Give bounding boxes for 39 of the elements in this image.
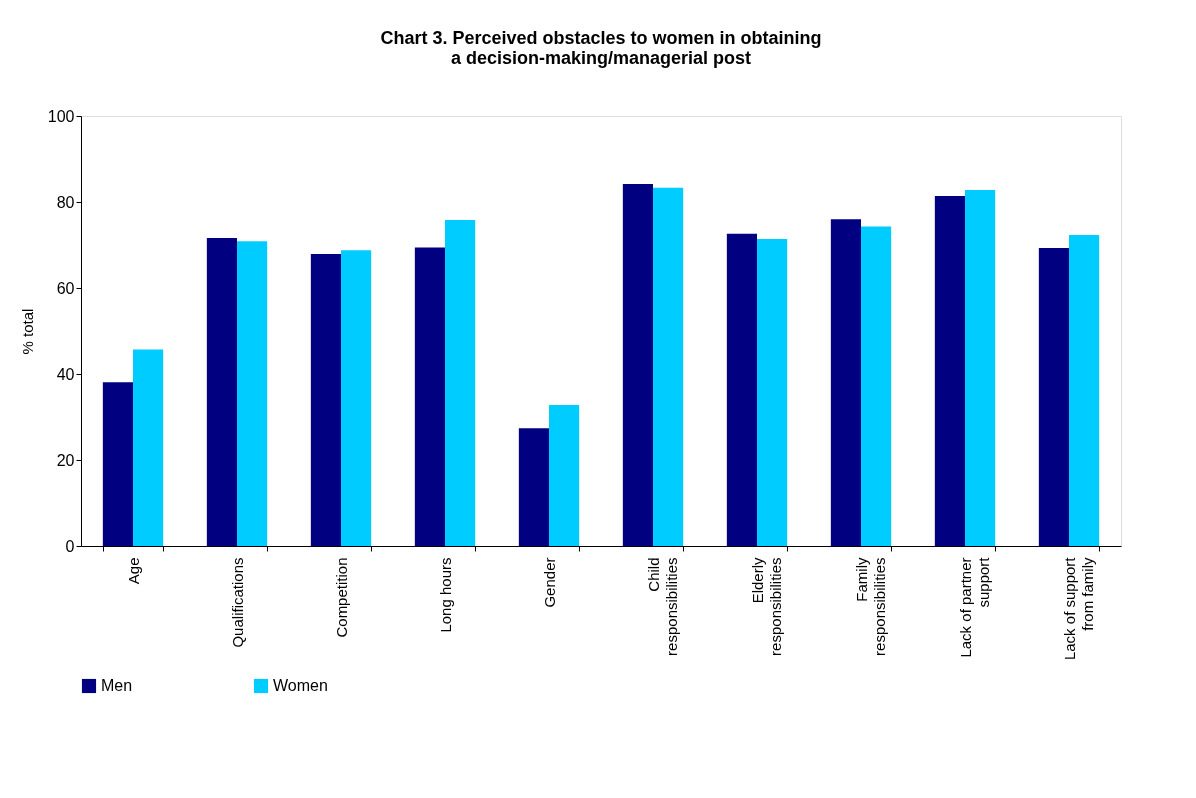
x-tick-label: Lack of partner support: [956, 556, 992, 658]
legend-label: Women: [273, 677, 328, 694]
bar: [1069, 235, 1100, 546]
bar: [1038, 248, 1069, 546]
bar: [133, 349, 164, 546]
bar: [653, 187, 684, 546]
bar: [622, 183, 653, 546]
text: Chart 3. Perceived obstacles to women in obtaining: [380, 28, 822, 48]
text: a decision-making/managerial post: [450, 48, 752, 68]
bar: [237, 241, 268, 546]
y-tick-label: 40: [56, 365, 75, 383]
x-tick-label: Age: [124, 557, 142, 585]
bar: [965, 189, 996, 546]
bar: [206, 238, 237, 546]
bar: [414, 247, 445, 546]
bar: [830, 219, 861, 546]
bar: [341, 250, 372, 546]
bar: [445, 220, 476, 546]
x-tick-label: Gender: [540, 557, 558, 608]
bar: [102, 382, 133, 546]
y-tick-label: 60: [56, 279, 75, 297]
bar: [549, 404, 580, 546]
bar: [757, 238, 788, 546]
bar: [861, 226, 892, 546]
x-tick-label: Qualifications: [228, 557, 246, 648]
bar: [934, 195, 965, 546]
bar: [518, 428, 549, 546]
x-tick-label: Competition: [332, 557, 350, 638]
x-tick-label: Long hours: [436, 557, 454, 633]
y-tick-label: 80: [56, 193, 75, 211]
legend-label: Men: [101, 677, 133, 694]
bar: [310, 254, 341, 546]
x-tick-label: Child responsibilities: [644, 557, 680, 656]
y-axis-title: % total: [18, 308, 36, 355]
y-tick-label: 20: [56, 451, 75, 469]
y-tick-label: 100: [47, 107, 75, 125]
y-tick-label: 0: [65, 537, 75, 555]
bar: [726, 233, 757, 546]
x-tick-label: Lack of support from family: [1060, 556, 1096, 661]
